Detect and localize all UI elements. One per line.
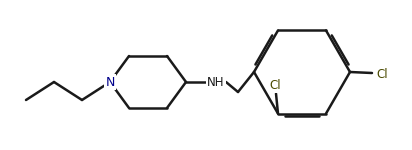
- Text: Cl: Cl: [376, 68, 388, 81]
- Text: N: N: [105, 75, 115, 88]
- Text: NH: NH: [207, 75, 225, 88]
- Text: Cl: Cl: [269, 79, 281, 92]
